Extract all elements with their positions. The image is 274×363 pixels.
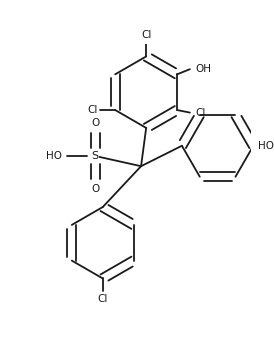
Text: HO: HO xyxy=(258,141,274,151)
Text: O: O xyxy=(91,184,99,194)
Text: S: S xyxy=(92,151,99,161)
Text: Cl: Cl xyxy=(87,105,97,115)
Text: HO: HO xyxy=(46,151,62,161)
Text: O: O xyxy=(91,118,99,128)
Text: Cl: Cl xyxy=(141,30,151,40)
Text: Cl: Cl xyxy=(195,107,205,118)
Text: OH: OH xyxy=(195,64,211,74)
Text: Cl: Cl xyxy=(98,294,108,304)
